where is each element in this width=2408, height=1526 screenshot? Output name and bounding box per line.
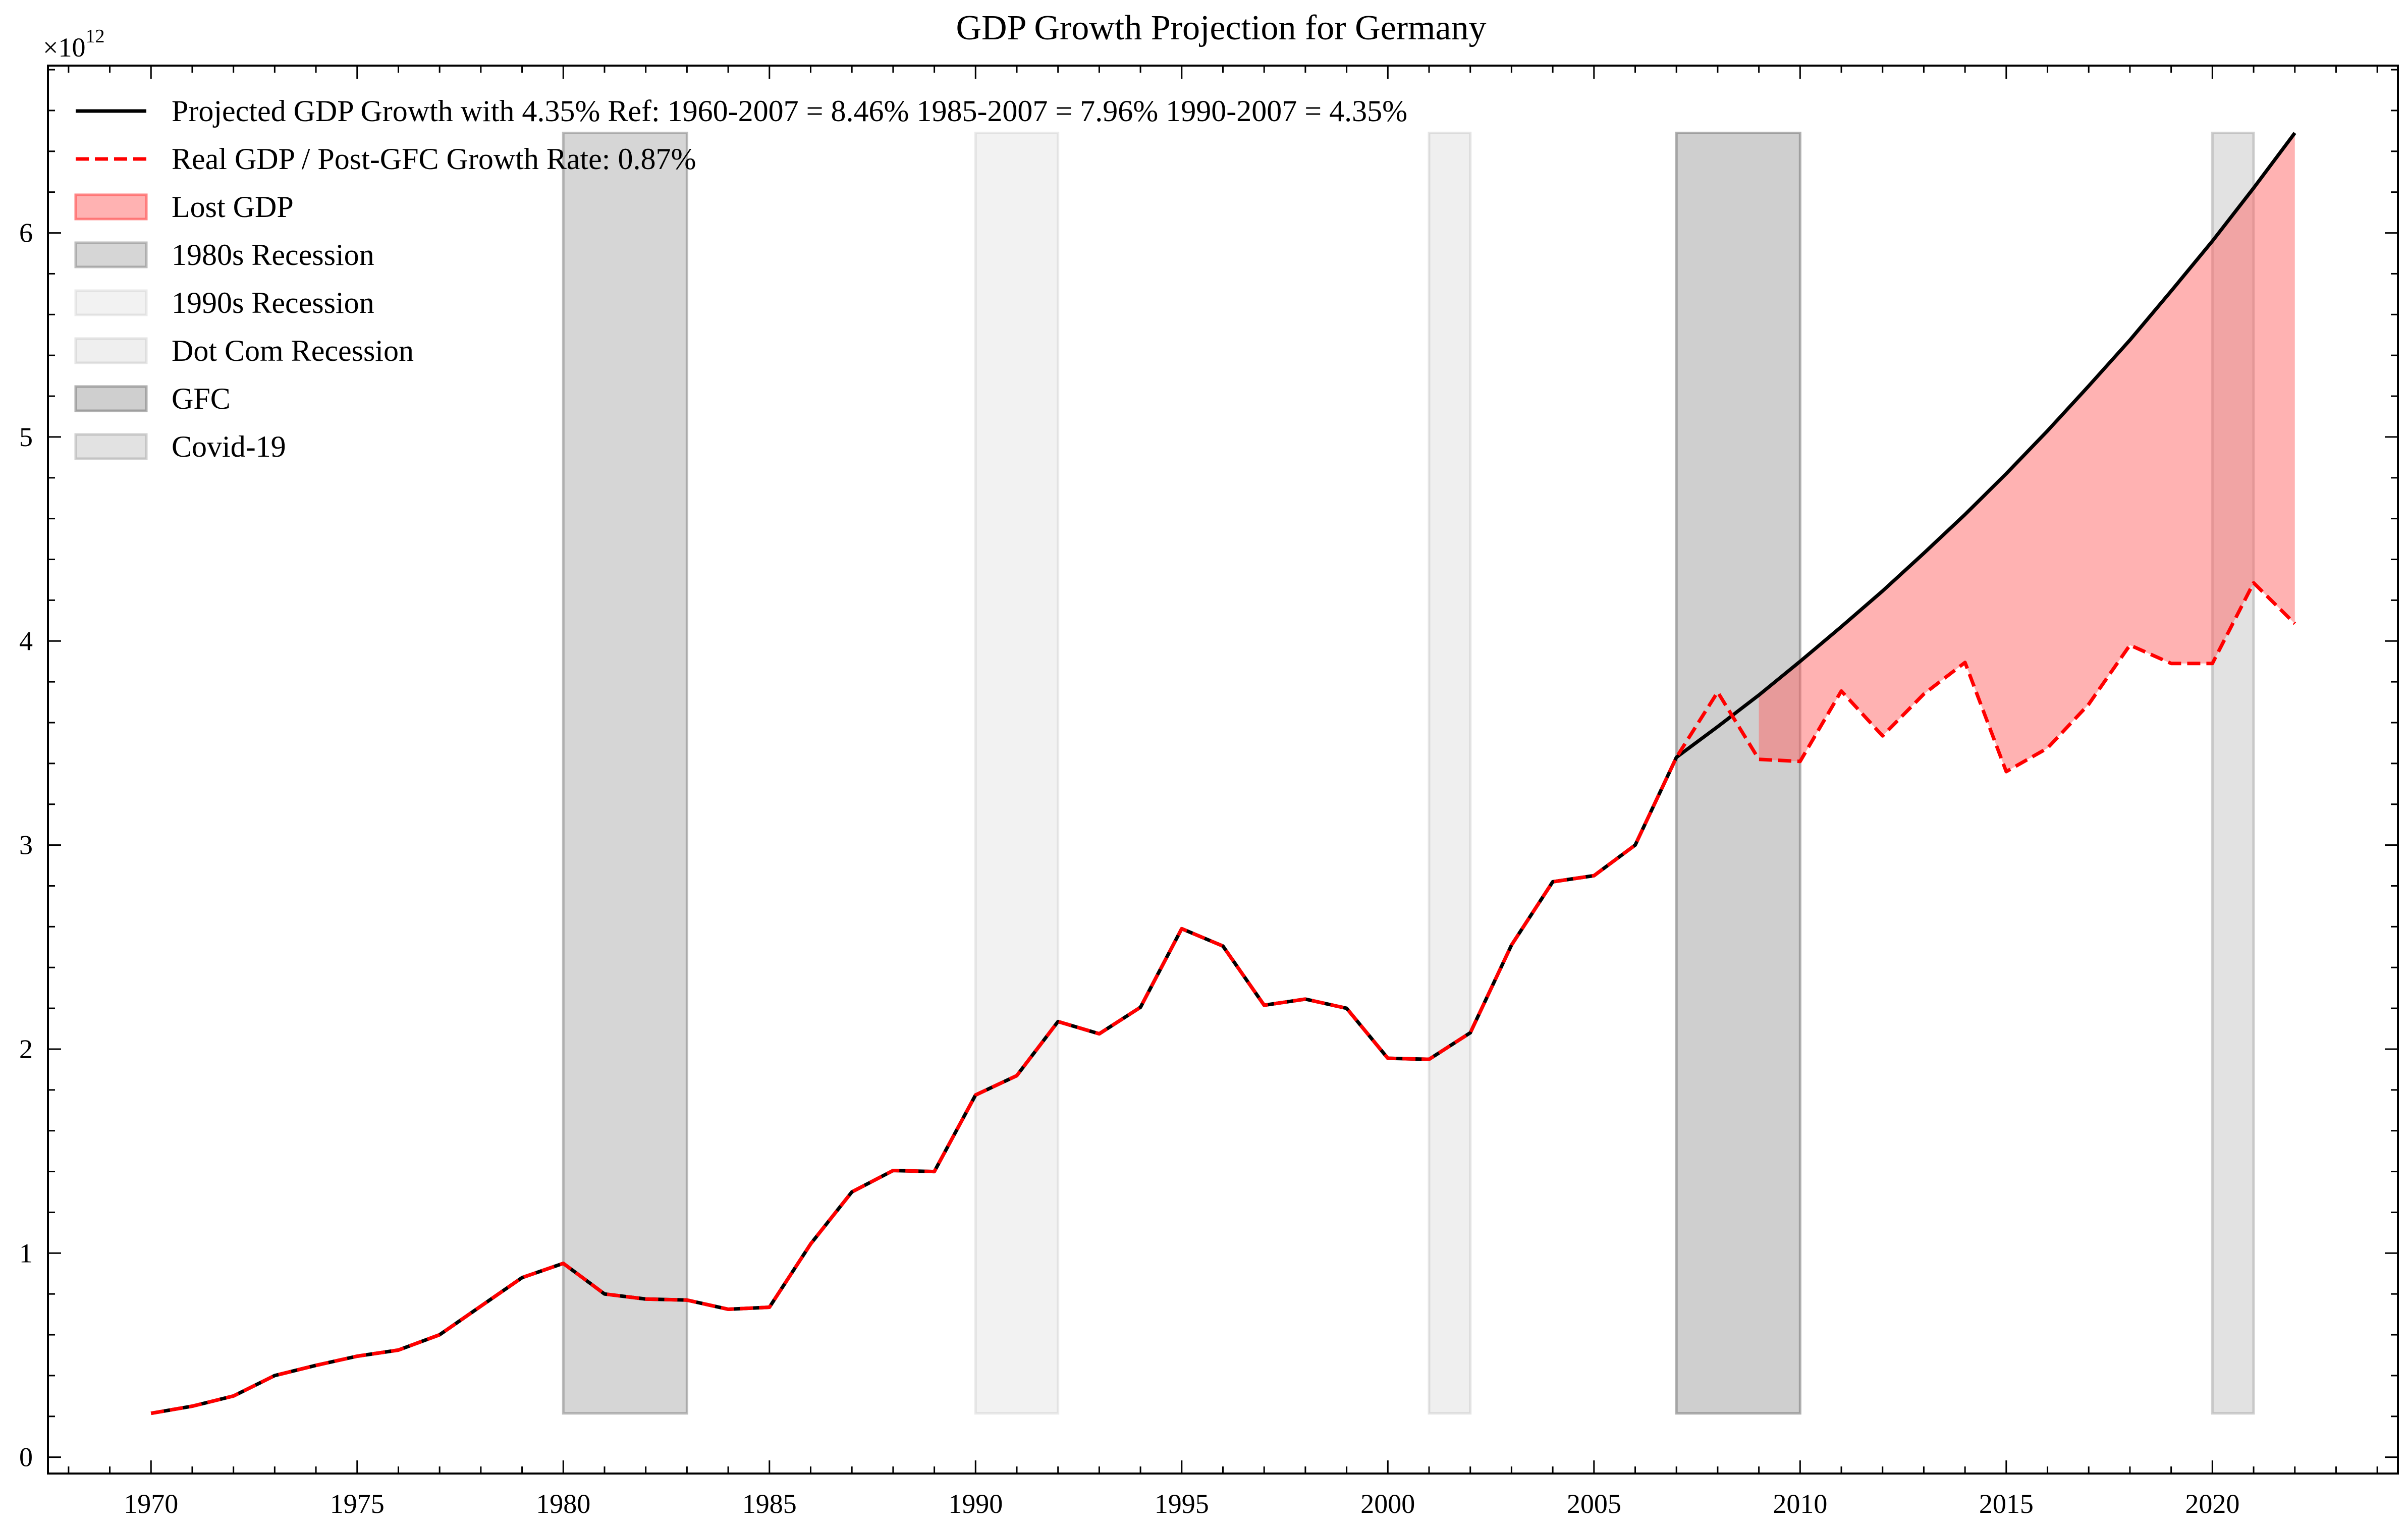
lost-gdp-fill (1759, 133, 2295, 772)
x-tick-label: 1985 (742, 1489, 797, 1519)
x-tick-label: 1990 (948, 1489, 1003, 1519)
plot-frame (47, 65, 2399, 1475)
x-tick-label: 2005 (1567, 1489, 1621, 1519)
x-tick-label: 2020 (2185, 1489, 2239, 1519)
y-tick-label: 5 (19, 422, 33, 452)
lost-gdp-area (1759, 133, 2295, 772)
y-tick-label: 3 (19, 830, 33, 860)
recession-shades (562, 131, 2255, 1415)
legend-label: 1980s Recession (172, 238, 374, 271)
y-tick-label: 6 (19, 218, 33, 248)
legend-patch (74, 385, 148, 412)
chart-title: GDP Growth Projection for Germany (956, 9, 1486, 47)
x-tick-label: 2010 (1773, 1489, 1827, 1519)
series-lines (150, 132, 2296, 1415)
legend: Projected GDP Growth with 4.35% Ref: 196… (74, 94, 1407, 463)
y-tick-label: 1 (19, 1238, 33, 1268)
legend-label: GFC (172, 382, 231, 415)
projected-gdp-line (150, 132, 2296, 1415)
x-tick-label: 1975 (330, 1489, 385, 1519)
recession-band-3 (1675, 131, 1801, 1415)
recession-band-0 (562, 131, 688, 1415)
y-tick-label: 2 (19, 1034, 33, 1064)
y-tick-label: 0 (19, 1442, 33, 1473)
legend-label: Lost GDP (172, 190, 294, 224)
legend-label: Projected GDP Growth with 4.35% Ref: 196… (172, 94, 1407, 128)
legend-label: Real GDP / Post-GFC Growth Rate: 0.87% (172, 142, 696, 176)
legend-label: Covid-19 (172, 430, 286, 463)
y-offset-label: ×1012 (43, 26, 104, 63)
legend-patch (74, 433, 148, 460)
legend-patch (74, 289, 148, 316)
legend-patch (74, 337, 148, 364)
x-tick-label: 1980 (536, 1489, 590, 1519)
real-gdp-line (150, 581, 2296, 1415)
legend-label: 1990s Recession (172, 286, 374, 319)
x-tick-label: 2000 (1360, 1489, 1415, 1519)
x-tick-label: 2015 (1979, 1489, 2034, 1519)
recession-band-2 (1428, 131, 1472, 1415)
axes: 1970 1975 1980 1985 1990 1995 2000 2005 2010 2015… (19, 65, 2399, 1519)
recession-band-1 (974, 131, 1060, 1415)
x-tick-label: 1970 (124, 1489, 178, 1519)
legend-patch (74, 193, 148, 221)
y-tick-label: 4 (19, 626, 33, 656)
legend-label: Dot Com Recession (172, 334, 414, 367)
x-tick-label: 1995 (1155, 1489, 1209, 1519)
legend-patch (74, 241, 148, 268)
